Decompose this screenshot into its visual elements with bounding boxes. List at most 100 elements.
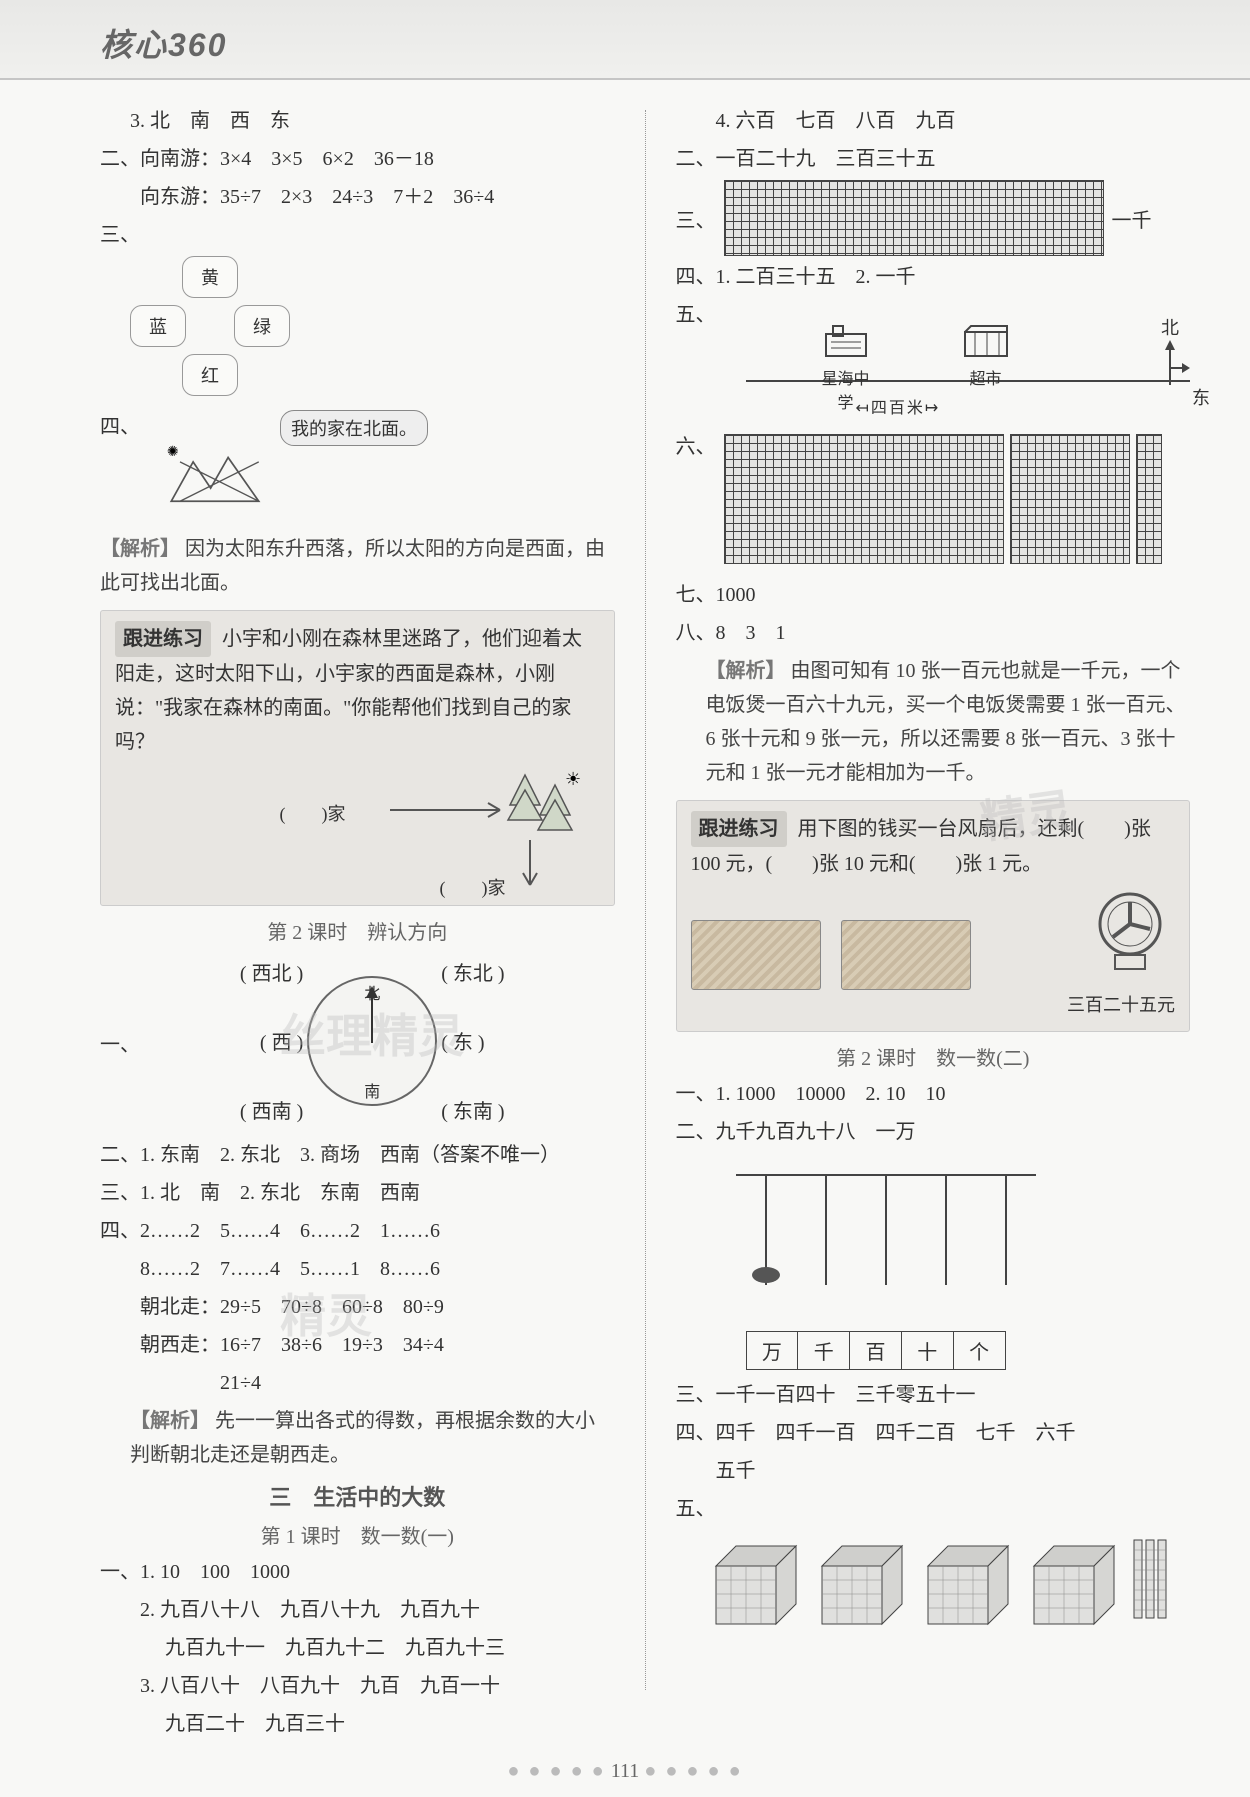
petal-right: 绿 <box>234 305 290 347</box>
blank-2: ( )家 <box>440 873 506 904</box>
text: 三、1. 北 南 2. 东北 东南 西南 <box>100 1176 615 1210</box>
grid-block <box>1136 434 1162 564</box>
label-three: 三、 <box>676 204 716 233</box>
page-number: ● ● ● ● ● 111 ● ● ● ● ● <box>0 1760 1250 1783</box>
text: 九百二十 九百三十 <box>100 1707 615 1741</box>
place-value-chart: 万 千 百 十 个 <box>706 1155 1066 1370</box>
label-nw: ( 西北 ) <box>240 957 303 986</box>
rods-icon <box>1130 1530 1170 1626</box>
column-divider <box>645 110 646 1690</box>
text: 一、1. 1000 10000 2. 10 10 <box>676 1077 1191 1111</box>
pv-label: 万 <box>747 1332 799 1369</box>
pv-label: 千 <box>798 1332 850 1369</box>
left-column: 3. 北 南 西 东 二、向南游：3×4 3×5 6×2 36－18 向东游：3… <box>100 100 615 1745</box>
text-yiqian: 一千 <box>1112 204 1152 233</box>
petal-bottom: 红 <box>182 354 238 396</box>
money-stack-icon <box>841 920 971 990</box>
blank-1: ( )家 <box>280 799 346 830</box>
north-label: 北 <box>1161 318 1179 338</box>
text: 3. 八百八十 八百九十 九百 九百一十 <box>100 1669 615 1703</box>
pv-boxes: 万 千 百 十 个 <box>746 1331 1006 1370</box>
label-six: 六、 <box>676 430 716 459</box>
text: 八、8 3 1 <box>676 616 1191 650</box>
analysis-label: 【解析】 <box>706 660 786 682</box>
text: 8……2 7……4 5……1 8……6 <box>100 1252 615 1286</box>
lesson-title: 第 2 课时 数一数(二) <box>676 1042 1191 1071</box>
page-number-value: 111 <box>611 1760 640 1782</box>
header-title: 核心360 <box>100 27 227 63</box>
text: 向东游：35÷7 2×3 24÷3 7＋2 36÷4 <box>100 180 615 214</box>
compass-icon: 北 南 <box>307 976 437 1106</box>
section-title: 三 生活中的大数 <box>100 1480 615 1512</box>
mountain-icon: ✺ <box>160 440 270 510</box>
cube-icon <box>812 1536 908 1626</box>
market-label: 超市 <box>956 365 1016 389</box>
label-three: 三、 <box>100 218 615 252</box>
analysis-label: 【解析】 <box>130 1410 210 1432</box>
petal-top: 黄 <box>182 256 238 298</box>
follow-up-box: 跟进练习 用下图的钱买一台风扇后，还剩( )张 100 元，( )张 10 元和… <box>676 800 1191 1032</box>
petal-left: 蓝 <box>130 305 186 347</box>
market-icon: 超市 <box>956 324 1016 389</box>
label-five: 五、 <box>676 1492 1191 1526</box>
analysis-block: 【解析】 因为太阳东升西落，所以太阳的方向是西面，由此可找出北面。 <box>100 532 615 600</box>
pv-label: 个 <box>954 1332 1005 1369</box>
text: 七、1000 <box>676 578 1191 612</box>
speech-bubble: 我的家在北面。 <box>280 410 428 446</box>
label-five: 五、 <box>676 298 716 430</box>
analysis-block: 【解析】 由图可知有 10 张一百元也就是一千元，一个电饭煲一百六十九元，买一个… <box>676 654 1191 790</box>
text: 一、1. 10 100 1000 <box>100 1555 615 1589</box>
text: 21÷4 <box>100 1366 615 1400</box>
north-arrow-icon: 北 东 <box>1150 314 1190 390</box>
analysis-2: 【解析】 先一一算出各式的得数，再根据余数的大小判断朝北走还是朝西走。 <box>100 1404 615 1472</box>
pv-label: 百 <box>850 1332 902 1369</box>
east-label: 东 <box>1192 384 1210 410</box>
grid-block <box>724 434 1004 564</box>
color-cross-diagram: 黄 红 蓝 绿 <box>130 256 615 396</box>
cube-icon <box>706 1536 802 1626</box>
text: 朝西走：16÷7 38÷6 19÷3 34÷4 <box>100 1328 615 1362</box>
money-fan-diagram <box>691 889 1176 990</box>
label-ne: ( 东北 ) <box>441 957 504 986</box>
cube-icon <box>1024 1536 1120 1626</box>
text: 二、九千九百九十八 一万 <box>676 1115 1191 1149</box>
text: 二、1. 东南 2. 东北 3. 商场 西南（答案不唯一） <box>100 1138 615 1172</box>
text: 二、向南游：3×4 3×5 6×2 36－18 <box>100 142 615 176</box>
text: 九百九十一 九百九十二 九百九十三 <box>100 1631 615 1665</box>
label-four: 四、 <box>100 410 130 444</box>
pv-label: 十 <box>902 1332 954 1369</box>
analysis-label: 【解析】 <box>100 538 180 560</box>
follow-label: 跟进练习 <box>691 811 787 847</box>
grid-block <box>1010 434 1130 564</box>
text: 2. 九百八十八 九百八十九 九百九十 <box>100 1593 615 1627</box>
text: 四、1. 二百三十五 2. 一千 <box>676 260 1191 294</box>
lesson-title: 第 1 课时 数一数(一) <box>100 1520 615 1549</box>
cube-icon <box>918 1536 1014 1626</box>
follow-label: 跟进练习 <box>115 621 211 657</box>
label-e: ( 东 ) <box>441 1026 484 1055</box>
page-header: 核心360 <box>0 0 1250 80</box>
text: 三、一千一百四十 三千零五十一 <box>676 1378 1191 1412</box>
right-column: 4. 六百 七百 八百 九百 二、一百二十九 三百三十五 三、 一千 四、1. … <box>676 100 1191 1745</box>
compass-diagram: ( 西北 ) ( 西 ) ( 西南 ) 北 南 ( 东北 ) ( 东 ) ( 东… <box>130 957 615 1124</box>
label-one: 一、 <box>100 1028 130 1057</box>
money-stack-icon <box>691 920 821 990</box>
label-se: ( 东南 ) <box>441 1095 504 1124</box>
lesson-title: 第 2 课时 辨认方向 <box>100 916 615 945</box>
dots-icon: ● ● ● ● ● <box>644 1760 742 1782</box>
text: 3. 北 南 西 东 <box>100 104 615 138</box>
map-diagram: 星海中学 超市 ↤四百米↦ 北 东 <box>746 304 1191 424</box>
grid-block <box>724 180 1104 256</box>
page-body: 3. 北 南 西 东 二、向南游：3×4 3×5 6×2 36－18 向东游：3… <box>0 80 1250 1745</box>
svg-text:☀: ☀ <box>565 769 581 789</box>
home-diagram: ✺ 我的家在北面。 <box>160 410 520 520</box>
distance-label: ↤四百米↦ <box>856 394 941 418</box>
fan-price: 三百二十五元 <box>691 990 1176 1021</box>
compass-s: 南 <box>364 1078 380 1102</box>
cubes-diagram <box>706 1530 1191 1626</box>
fan-icon <box>1085 889 1175 990</box>
text: 二、一百二十九 三百三十五 <box>676 142 1191 176</box>
label-w: ( 西 ) <box>260 1026 303 1055</box>
follow-up-box: 跟进练习 小宇和小刚在森林里迷路了，他们迎着太阳走，这时太阳下山，小宇家的西面是… <box>100 610 615 906</box>
label-sw: ( 西南 ) <box>240 1095 303 1124</box>
